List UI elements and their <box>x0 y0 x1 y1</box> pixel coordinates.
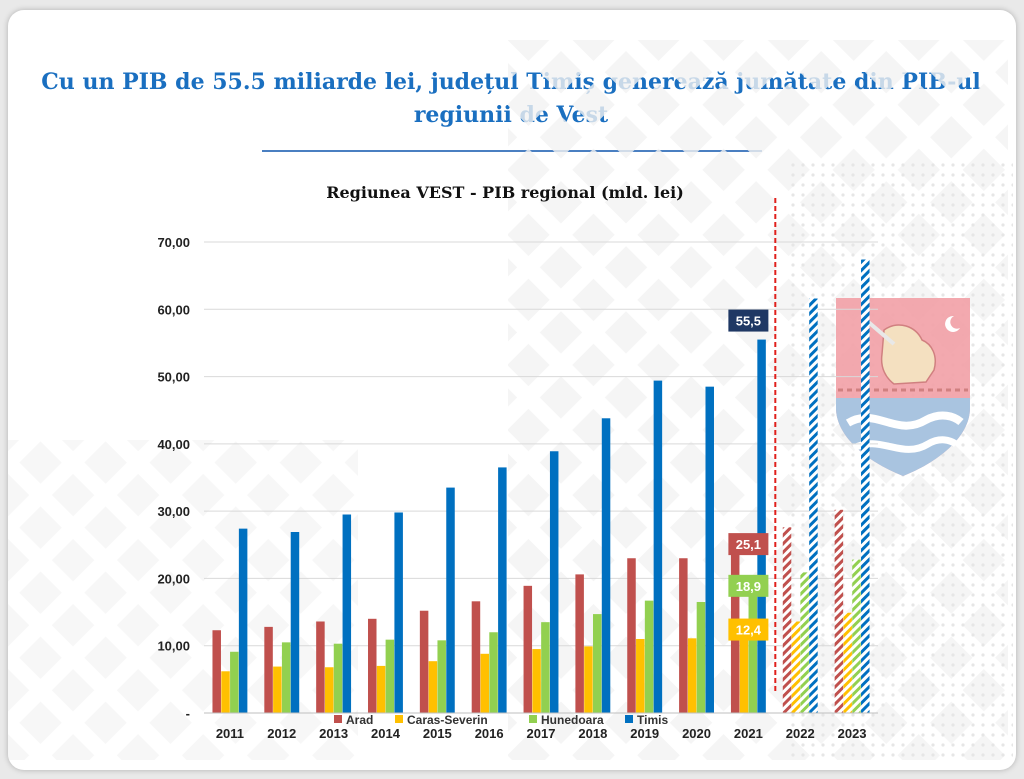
bar-arad-2020 <box>679 558 688 713</box>
bar-caras-severin-2019 <box>636 638 645 713</box>
bar-caras-severin-2018 <box>584 646 593 713</box>
x-tick-label: 2015 <box>423 726 452 741</box>
bar-timis-2011 <box>238 528 248 713</box>
x-axis: 2011 2012 2013 2014 2015 2016 2017 2018 2019 2020… <box>216 726 867 741</box>
bar-timis-2014 <box>394 512 403 713</box>
y-tick-label: 30,00 <box>157 504 190 519</box>
bar-timis-2015 <box>446 487 455 713</box>
bar-hunedoara-2012 <box>281 642 291 713</box>
bar-timis-2021 <box>757 339 766 713</box>
bar-caras-severin-2013 <box>324 667 334 713</box>
x-tick-label: 2011 <box>216 726 244 741</box>
bar-caras-severin-2021 <box>739 629 749 713</box>
bar-arad-2014 <box>368 618 377 713</box>
x-tick-label: 2016 <box>475 726 504 741</box>
bar-hunedoara-2013 <box>333 643 343 713</box>
chart-card: Cu un PIB de 55.5 miliarde lei, județul … <box>8 10 1016 770</box>
x-tick-label: 2023 <box>838 726 867 741</box>
bar-hunedoara-2019 <box>644 600 654 713</box>
bar-caras-severin-2012 <box>273 666 282 713</box>
bar-caras-severin-2016 <box>480 653 490 713</box>
bar-timis-2017 <box>549 451 559 713</box>
legend-label: Hunedoara <box>541 713 604 727</box>
bar-timis-2013 <box>342 514 352 713</box>
bar-hunedoara-2017 <box>541 622 550 713</box>
x-tick-label: 2022 <box>786 726 815 741</box>
bar-caras-severin-2020 <box>687 638 697 713</box>
bar-hunedoara-2015 <box>437 640 446 713</box>
bar-caras-severin-2022 <box>791 621 801 713</box>
x-tick-label: 2014 <box>371 726 401 741</box>
bar-timis-2023 <box>861 259 870 713</box>
y-tick-label: 70,00 <box>157 235 190 250</box>
legend-swatch <box>529 715 537 723</box>
bar-hunedoara-2023 <box>852 559 861 713</box>
bar-hunedoara-2018 <box>592 614 602 713</box>
bar-arad-2023 <box>834 509 844 713</box>
legend-label: Arad <box>346 713 373 727</box>
bar-hunedoara-2022 <box>800 572 809 713</box>
bar-arad-2015 <box>419 610 429 713</box>
legend-label: Caras-Severin <box>407 713 488 727</box>
bar-timis-2012 <box>290 532 300 713</box>
data-label-caras-severin: 12,4 <box>736 623 762 638</box>
bar-caras-severin-2011 <box>221 671 230 713</box>
data-label-hunedoara: 18,9 <box>736 579 761 594</box>
y-tick-label: 20,00 <box>157 571 190 586</box>
legend-label: Timis <box>637 713 668 727</box>
bar-timis-2022 <box>809 298 818 713</box>
bar-hunedoara-2021 <box>748 585 758 713</box>
bar-caras-severin-2023 <box>843 612 852 713</box>
bar-arad-2013 <box>316 621 325 713</box>
data-labels: 55,5 25,1 18,9 12,4 <box>728 309 769 641</box>
legend-swatch <box>334 715 342 723</box>
x-tick-label: 2020 <box>682 726 711 741</box>
bars <box>204 259 878 714</box>
bar-timis-2016 <box>498 467 507 713</box>
legend-swatch <box>625 715 633 723</box>
x-tick-label: 2012 <box>267 726 296 741</box>
legend-swatch <box>395 715 403 723</box>
legend: Arad Caras-Severin Hunedoara Timis <box>334 713 668 727</box>
y-tick-label: 40,00 <box>157 437 190 452</box>
data-label-timis: 55,5 <box>736 314 761 329</box>
gdp-bar-chart: - 10,00 20,00 30,00 40,00 50,00 60,00 70,00 201… <box>8 40 1013 760</box>
bar-hunedoara-2014 <box>385 639 395 713</box>
x-tick-label: 2019 <box>630 726 659 741</box>
data-label-bg <box>728 533 769 556</box>
bar-arad-2017 <box>523 585 533 713</box>
bar-caras-severin-2014 <box>376 665 386 713</box>
y-tick-label: 10,00 <box>157 639 190 654</box>
bar-timis-2020 <box>705 386 714 713</box>
bar-hunedoara-2016 <box>489 632 498 713</box>
x-tick-label: 2018 <box>578 726 607 741</box>
data-label-bg <box>728 618 769 641</box>
bar-caras-severin-2017 <box>532 649 541 713</box>
data-label-arad: 25,1 <box>736 537 761 552</box>
bar-arad-2011 <box>212 630 221 713</box>
data-label-bg <box>728 574 769 597</box>
x-tick-label: 2017 <box>527 726 556 741</box>
y-axis: - 10,00 20,00 30,00 40,00 50,00 60,00 70,00 <box>157 235 190 721</box>
bar-timis-2018 <box>601 418 611 713</box>
chart-title: Regiunea VEST - PIB regional (mld. lei) <box>326 183 684 202</box>
x-tick-label: 2013 <box>319 726 348 741</box>
bar-caras-severin-2015 <box>428 661 438 713</box>
bar-arad-2016 <box>471 601 481 713</box>
y-tick-label: 50,00 <box>157 370 190 385</box>
y-tick-label: - <box>186 706 190 721</box>
y-tick-label: 60,00 <box>157 302 190 317</box>
bar-hunedoara-2020 <box>696 601 706 713</box>
bar-arad-2012 <box>264 626 273 713</box>
data-label-bg <box>728 309 769 332</box>
bar-arad-2019 <box>627 558 636 713</box>
bar-hunedoara-2011 <box>230 651 239 713</box>
bar-arad-2018 <box>575 574 584 713</box>
bar-arad-2022 <box>782 527 792 713</box>
bar-timis-2019 <box>653 380 663 713</box>
x-tick-label: 2021 <box>734 726 763 741</box>
